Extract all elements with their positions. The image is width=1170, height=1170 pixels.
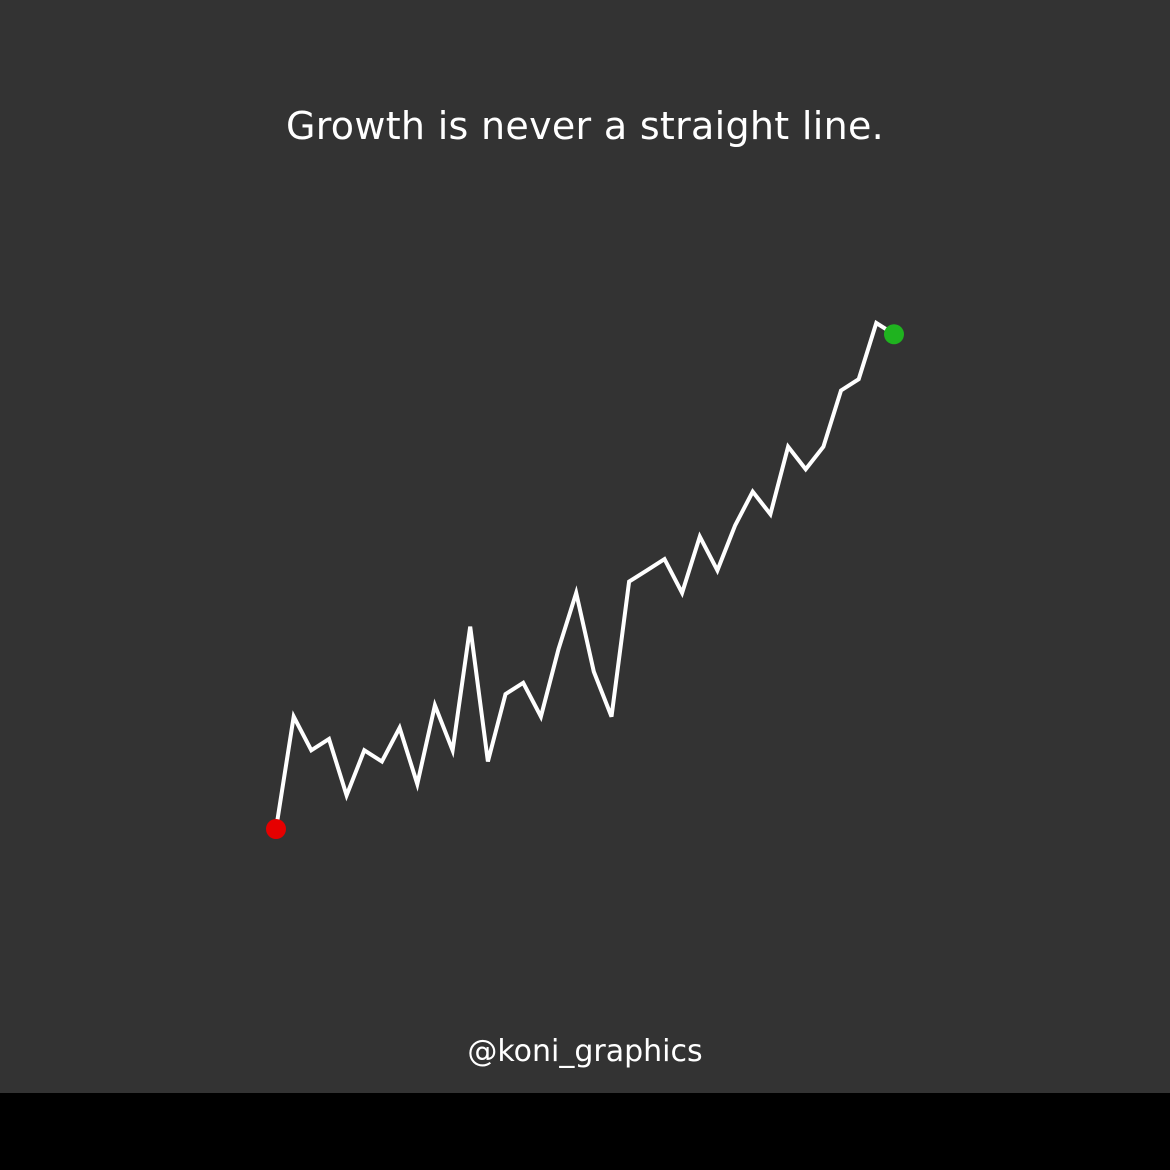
start-point-marker xyxy=(266,819,286,839)
end-point-marker xyxy=(884,324,904,345)
series-line xyxy=(274,319,896,831)
author-handle: @koni_graphics xyxy=(467,1034,703,1069)
growth-line-chart xyxy=(266,319,904,839)
poster-canvas: Growth is never a straight line. @koni_g… xyxy=(0,0,1170,1093)
page-title: Growth is never a straight line. xyxy=(285,104,885,148)
bottom-band xyxy=(0,1093,1170,1170)
